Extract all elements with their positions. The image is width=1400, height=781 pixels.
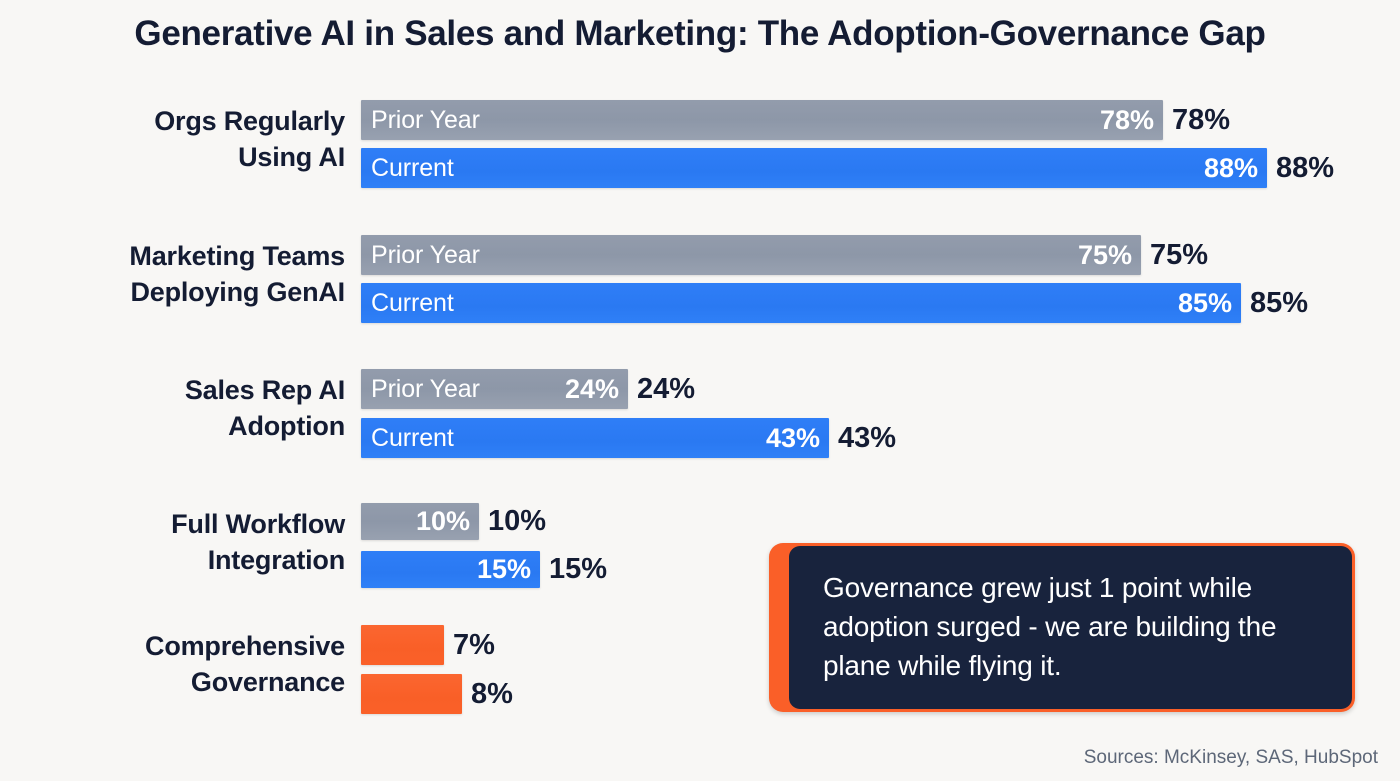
- bar-value-inside: 24%: [564, 373, 619, 404]
- category-label-line2: Adoption: [228, 410, 345, 441]
- bar-line-prior: Prior Year 24% 24%: [361, 369, 896, 409]
- bar-value-outside: 15%: [549, 553, 608, 585]
- series-name-current: Current: [371, 153, 454, 182]
- bar-value-outside: 8%: [471, 678, 513, 710]
- bar-current[interactable]: Current 85%: [361, 283, 1241, 323]
- bar-current[interactable]: Current 43%: [361, 418, 829, 458]
- bar-value-outside: 88%: [1276, 152, 1335, 184]
- category-label: Orgs Regularly Using AI: [40, 104, 345, 176]
- series-name-prior: Prior Year: [371, 105, 480, 134]
- category-label-line1: Comprehensive: [145, 631, 345, 661]
- bar-line-current: Current 43% 43%: [361, 418, 896, 458]
- category-label-line2: Governance: [190, 666, 345, 697]
- bar-value-outside: 75%: [1150, 239, 1209, 271]
- callout-box: Governance grew just 1 point while adopt…: [769, 543, 1355, 712]
- bar-prior[interactable]: Prior Year 24%: [361, 369, 628, 409]
- category-label-line1: Marketing Teams: [129, 241, 345, 271]
- bar-line-current: 15% 15%: [361, 551, 607, 588]
- bar-prior[interactable]: Prior Year 75%: [361, 235, 1141, 275]
- bar-prior[interactable]: 10%: [361, 503, 479, 540]
- bar-value-inside: 85%: [1177, 287, 1232, 318]
- callout-text: Governance grew just 1 point while adopt…: [823, 572, 1277, 681]
- bar-group: 7% 8%: [361, 621, 513, 714]
- series-name-current: Current: [371, 288, 454, 317]
- bar-value-inside: 75%: [1077, 239, 1132, 270]
- bar-line-prior: Prior Year 75% 75%: [361, 235, 1308, 275]
- bar-prior-governance[interactable]: [361, 625, 444, 665]
- bar-line-current: Current 88% 88%: [361, 148, 1334, 188]
- bar-group: Prior Year 75% 75% Current 85% 85%: [361, 231, 1308, 323]
- bar-prior[interactable]: Prior Year 78%: [361, 100, 1163, 140]
- source-note: Sources: McKinsey, SAS, HubSpot: [1083, 747, 1378, 768]
- series-name-prior: Prior Year: [371, 240, 480, 269]
- bar-current[interactable]: Current 88%: [361, 148, 1267, 188]
- bar-line-prior: 7%: [361, 625, 513, 665]
- category-label: Sales Rep AI Adoption: [40, 373, 345, 445]
- bar-group: 10% 10% 15% 15%: [361, 499, 607, 588]
- category-label-line2: Deploying GenAI: [130, 276, 345, 307]
- bar-value-outside: 78%: [1172, 104, 1231, 136]
- category-label-line2: Integration: [207, 544, 345, 575]
- bar-line-prior: Prior Year 78% 78%: [361, 100, 1334, 140]
- callout-inner-panel: Governance grew just 1 point while adopt…: [789, 546, 1352, 709]
- category-label-line1: Full Workflow: [171, 509, 345, 539]
- bar-line-current: 8%: [361, 674, 513, 714]
- bar-value-outside: 10%: [488, 505, 547, 537]
- bar-value-outside: 43%: [838, 422, 897, 454]
- bar-current[interactable]: 15%: [361, 551, 540, 588]
- category-label-line1: Sales Rep AI: [184, 375, 345, 405]
- category-label-line1: Orgs Regularly: [154, 106, 345, 136]
- bar-line-current: Current 85% 85%: [361, 283, 1308, 323]
- bar-value-outside: 24%: [637, 373, 696, 405]
- category-label: Full Workflow Integration: [40, 507, 345, 579]
- bar-line-prior: 10% 10%: [361, 503, 607, 540]
- bar-value-outside: 85%: [1250, 287, 1309, 319]
- bar-value-inside: 88%: [1203, 152, 1258, 183]
- bar-value-inside: 10%: [415, 506, 470, 536]
- category-label: Comprehensive Governance: [40, 629, 345, 701]
- bar-value-inside: 43%: [765, 422, 820, 453]
- bar-value-inside: 78%: [1099, 104, 1154, 135]
- bar-group: Prior Year 24% 24% Current 43% 43%: [361, 365, 896, 458]
- page-title: Generative AI in Sales and Marketing: Th…: [134, 14, 1266, 53]
- series-name-current: Current: [371, 423, 454, 452]
- category-label-line2: Using AI: [238, 141, 345, 172]
- bar-current-governance[interactable]: [361, 674, 462, 714]
- series-name-prior: Prior Year: [371, 374, 480, 403]
- bar-value-inside: 15%: [476, 554, 531, 584]
- bar-value-outside: 7%: [453, 629, 495, 661]
- bar-group: Prior Year 78% 78% Current 88% 88%: [361, 96, 1334, 188]
- category-label: Marketing Teams Deploying GenAI: [40, 239, 345, 311]
